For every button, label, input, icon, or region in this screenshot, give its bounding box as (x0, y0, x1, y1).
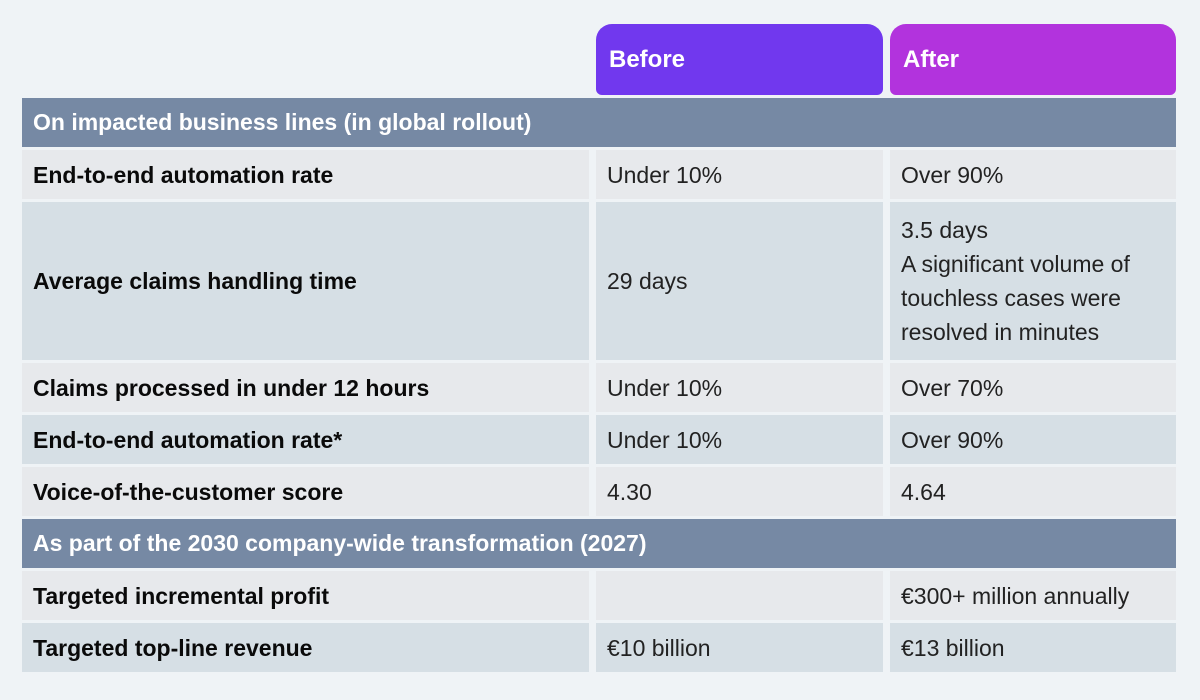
before-column-header: Before (596, 24, 883, 95)
before-value (596, 571, 883, 620)
section-header-company-wide-transformation: As part of the 2030 company-wide transfo… (22, 519, 1176, 568)
after-column-header: After (890, 24, 1176, 95)
before-column-label: Before (609, 45, 686, 73)
section-title: On impacted business lines (in global ro… (33, 109, 532, 135)
section-title: As part of the 2030 company-wide transfo… (33, 530, 647, 556)
before-value: €10 billion (596, 623, 883, 672)
row-label: Claims processed in under 12 hours (22, 363, 589, 412)
after-value: Over 70% (890, 363, 1176, 412)
after-value: 3.5 days A significant volume of touchle… (890, 202, 1176, 360)
table-corner-spacer (22, 24, 589, 95)
before-value: Under 10% (596, 415, 883, 464)
after-value: Over 90% (890, 150, 1176, 199)
before-value: 29 days (596, 202, 883, 360)
after-value: €300+ million annually (890, 571, 1176, 620)
row-label: Voice-of-the-customer score (22, 467, 589, 516)
after-value: €13 billion (890, 623, 1176, 672)
row-label: End-to-end automation rate* (22, 415, 589, 464)
before-value: Under 10% (596, 150, 883, 199)
after-column-label: After (903, 45, 960, 73)
before-value: 4.30 (596, 467, 883, 516)
comparison-table: Before After On impacted business lines … (22, 24, 1176, 672)
before-value: Under 10% (596, 363, 883, 412)
after-value: Over 90% (890, 415, 1176, 464)
row-label: Average claims handling time (22, 202, 589, 360)
row-label: End-to-end automation rate (22, 150, 589, 199)
section-header-impacted-business-lines: On impacted business lines (in global ro… (22, 98, 1176, 147)
row-label: Targeted top-line revenue (22, 623, 589, 672)
row-label: Targeted incremental profit (22, 571, 589, 620)
after-value: 4.64 (890, 467, 1176, 516)
